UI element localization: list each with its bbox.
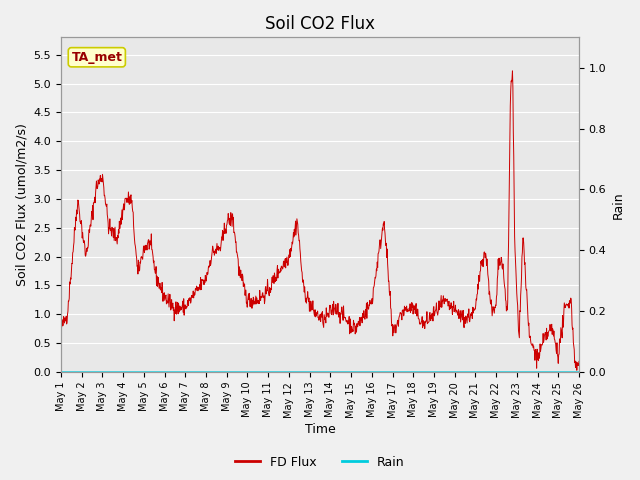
- Y-axis label: Rain: Rain: [612, 191, 625, 218]
- X-axis label: Time: Time: [305, 423, 335, 436]
- Y-axis label: Soil CO2 Flux (umol/m2/s): Soil CO2 Flux (umol/m2/s): [15, 123, 28, 286]
- Text: TA_met: TA_met: [72, 51, 122, 64]
- Title: Soil CO2 Flux: Soil CO2 Flux: [265, 15, 375, 33]
- Legend: FD Flux, Rain: FD Flux, Rain: [230, 451, 410, 474]
